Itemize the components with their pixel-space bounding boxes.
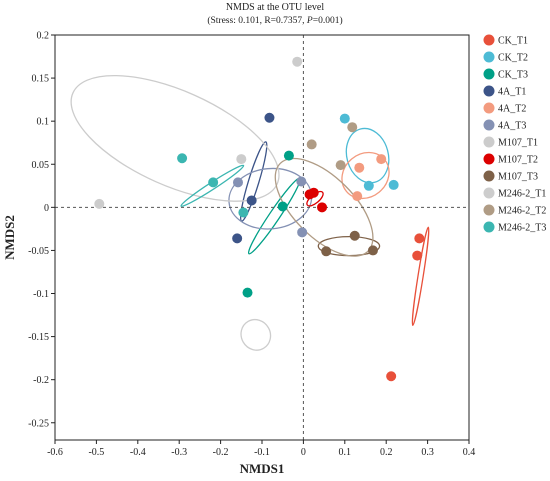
- x-tick-label: 0.2: [380, 447, 393, 458]
- p-label: P: [306, 16, 313, 26]
- ellipse-layer: [70, 74, 430, 351]
- point-ck_t2-2: [363, 180, 374, 191]
- x-tick-label: 0: [301, 447, 306, 458]
- point-ck_t1-3: [386, 371, 397, 382]
- point-4a_t3-2: [296, 176, 307, 187]
- x-tick-label: -0.4: [130, 447, 146, 458]
- point-m246-2_t3-3: [238, 207, 249, 218]
- legend-label-ck_t1: CK_T1: [498, 36, 528, 47]
- point-m246-2_t3-1: [177, 153, 188, 164]
- legend-marker-m107_t2: [483, 153, 495, 165]
- point-m107_t3-3: [367, 245, 378, 256]
- point-4a_t2-3: [352, 191, 363, 202]
- y-tick-label: -0.25: [28, 418, 49, 429]
- point-4a_t1-2: [246, 195, 257, 206]
- y-tick-label: 0.15: [32, 74, 50, 85]
- point-ck_t2-1: [339, 113, 350, 124]
- legend-label-m246-2_t2: M246-2_T2: [498, 206, 546, 217]
- x-tick-label: -0.3: [171, 447, 187, 458]
- legend: CK_T1 CK_T2 CK_T3 4A_T1 4A_T2 4A_T3 M107_T1 M10…: [483, 34, 546, 234]
- x-tick-label: -0.1: [254, 447, 270, 458]
- stats-prefix: (Stress: 0.101, R=0.7357,: [207, 16, 307, 26]
- ellipse-ck_t2: [345, 127, 390, 184]
- y-tick-label: 0.1: [37, 117, 50, 128]
- legend-label-m107_t3: M107_T3: [498, 172, 538, 183]
- reference-lines: [55, 35, 469, 440]
- ellipse-m246-2_t1: [240, 318, 272, 351]
- point-m107_t3-1: [321, 246, 332, 257]
- x-tick-label: -0.5: [88, 447, 104, 458]
- point-layer: [94, 56, 425, 382]
- point-m107_t2-2: [304, 189, 315, 200]
- y-tick-label: 0: [44, 203, 49, 214]
- legend-label-m107_t1: M107_T1: [498, 138, 538, 149]
- x-tick-label: 0.3: [421, 447, 434, 458]
- legend-marker-m246-2_t2: [483, 204, 495, 216]
- x-tick-label: 0.4: [463, 447, 476, 458]
- legend-label-m246-2_t3: M246-2_T3: [498, 223, 546, 234]
- point-ck_t2-3: [388, 179, 399, 190]
- legend-marker-m107_t3: [483, 170, 495, 182]
- ellipse-m107_t1: [70, 74, 280, 202]
- point-ck_t3-3: [242, 287, 253, 298]
- point-m107_t1-3: [292, 56, 303, 67]
- point-ck_t1-1: [414, 233, 425, 244]
- point-4a_t1-1: [264, 112, 275, 123]
- ellipse-4a_t3: [228, 167, 313, 230]
- legend-label-m107_t2: M107_T2: [498, 155, 538, 166]
- legend-label-4a_t2: 4A_T2: [498, 104, 526, 115]
- legend-marker-ck_t1: [483, 34, 495, 46]
- x-axis-label: NMDS1: [240, 461, 285, 476]
- legend-marker-ck_t2: [483, 51, 495, 63]
- y-tick-label: 0.2: [37, 31, 50, 42]
- y-tick-label: -0.15: [28, 332, 49, 343]
- y-tick-label: 0.05: [32, 160, 50, 171]
- x-tick-label: 0.1: [339, 447, 352, 458]
- legend-marker-m246-2_t1: [483, 187, 495, 199]
- y-axis-label: NMDS2: [2, 215, 17, 260]
- legend-marker-m107_t1: [483, 136, 495, 148]
- legend-label-ck_t2: CK_T2: [498, 53, 528, 64]
- point-ck_t3-2: [277, 201, 288, 212]
- plot-frame: [54, 34, 470, 441]
- legend-marker-m246-2_t3: [483, 221, 495, 233]
- legend-label-ck_t3: CK_T3: [498, 70, 528, 81]
- x-tick-label: -0.2: [213, 447, 229, 458]
- point-m246-2_t2-3: [347, 122, 358, 133]
- chart-subtitle: (Stress: 0.101, R=0.7357, P=0.001): [0, 16, 550, 26]
- point-4a_t2-1: [354, 162, 365, 173]
- axes: -0.6 -0.5 -0.4 -0.3 -0.2 -0.1 0 0.1 0.2 0.3 0.4 0.2…: [2, 31, 475, 477]
- legend-label-4a_t3: 4A_T3: [498, 121, 526, 132]
- point-m246-2_t2-2: [335, 160, 346, 171]
- point-m246-2_t2-1: [306, 139, 317, 150]
- point-m107_t1-2: [236, 154, 247, 165]
- y-tick-label: -0.05: [28, 246, 49, 257]
- legend-marker-4a_t3: [483, 119, 495, 131]
- point-4a_t1-3: [232, 233, 243, 244]
- legend-marker-4a_t1: [483, 85, 495, 97]
- point-m246-2_t3-2: [208, 177, 219, 188]
- ellipse-ck_t1: [411, 226, 430, 326]
- y-tick-label: -0.1: [33, 289, 49, 300]
- point-ck_t3-1: [283, 150, 294, 161]
- legend-marker-4a_t2: [483, 102, 495, 114]
- point-m107_t1-1: [94, 198, 105, 209]
- chart-title: NMDS at the OTU level: [225, 2, 325, 13]
- point-4a_t3-3: [297, 227, 308, 238]
- point-4a_t3-1: [232, 177, 243, 188]
- p-value: =0.001): [312, 16, 343, 26]
- y-tick-label: -0.2: [33, 375, 49, 386]
- point-m107_t2-3: [317, 202, 328, 213]
- point-4a_t2-2: [376, 154, 387, 165]
- point-ck_t1-2: [412, 250, 423, 261]
- legend-marker-ck_t3: [483, 68, 495, 80]
- x-tick-label: -0.6: [47, 447, 63, 458]
- legend-label-4a_t1: 4A_T1: [498, 87, 526, 98]
- point-m107_t3-2: [349, 230, 360, 241]
- legend-label-m246-2_t1: M246-2_T1: [498, 189, 546, 200]
